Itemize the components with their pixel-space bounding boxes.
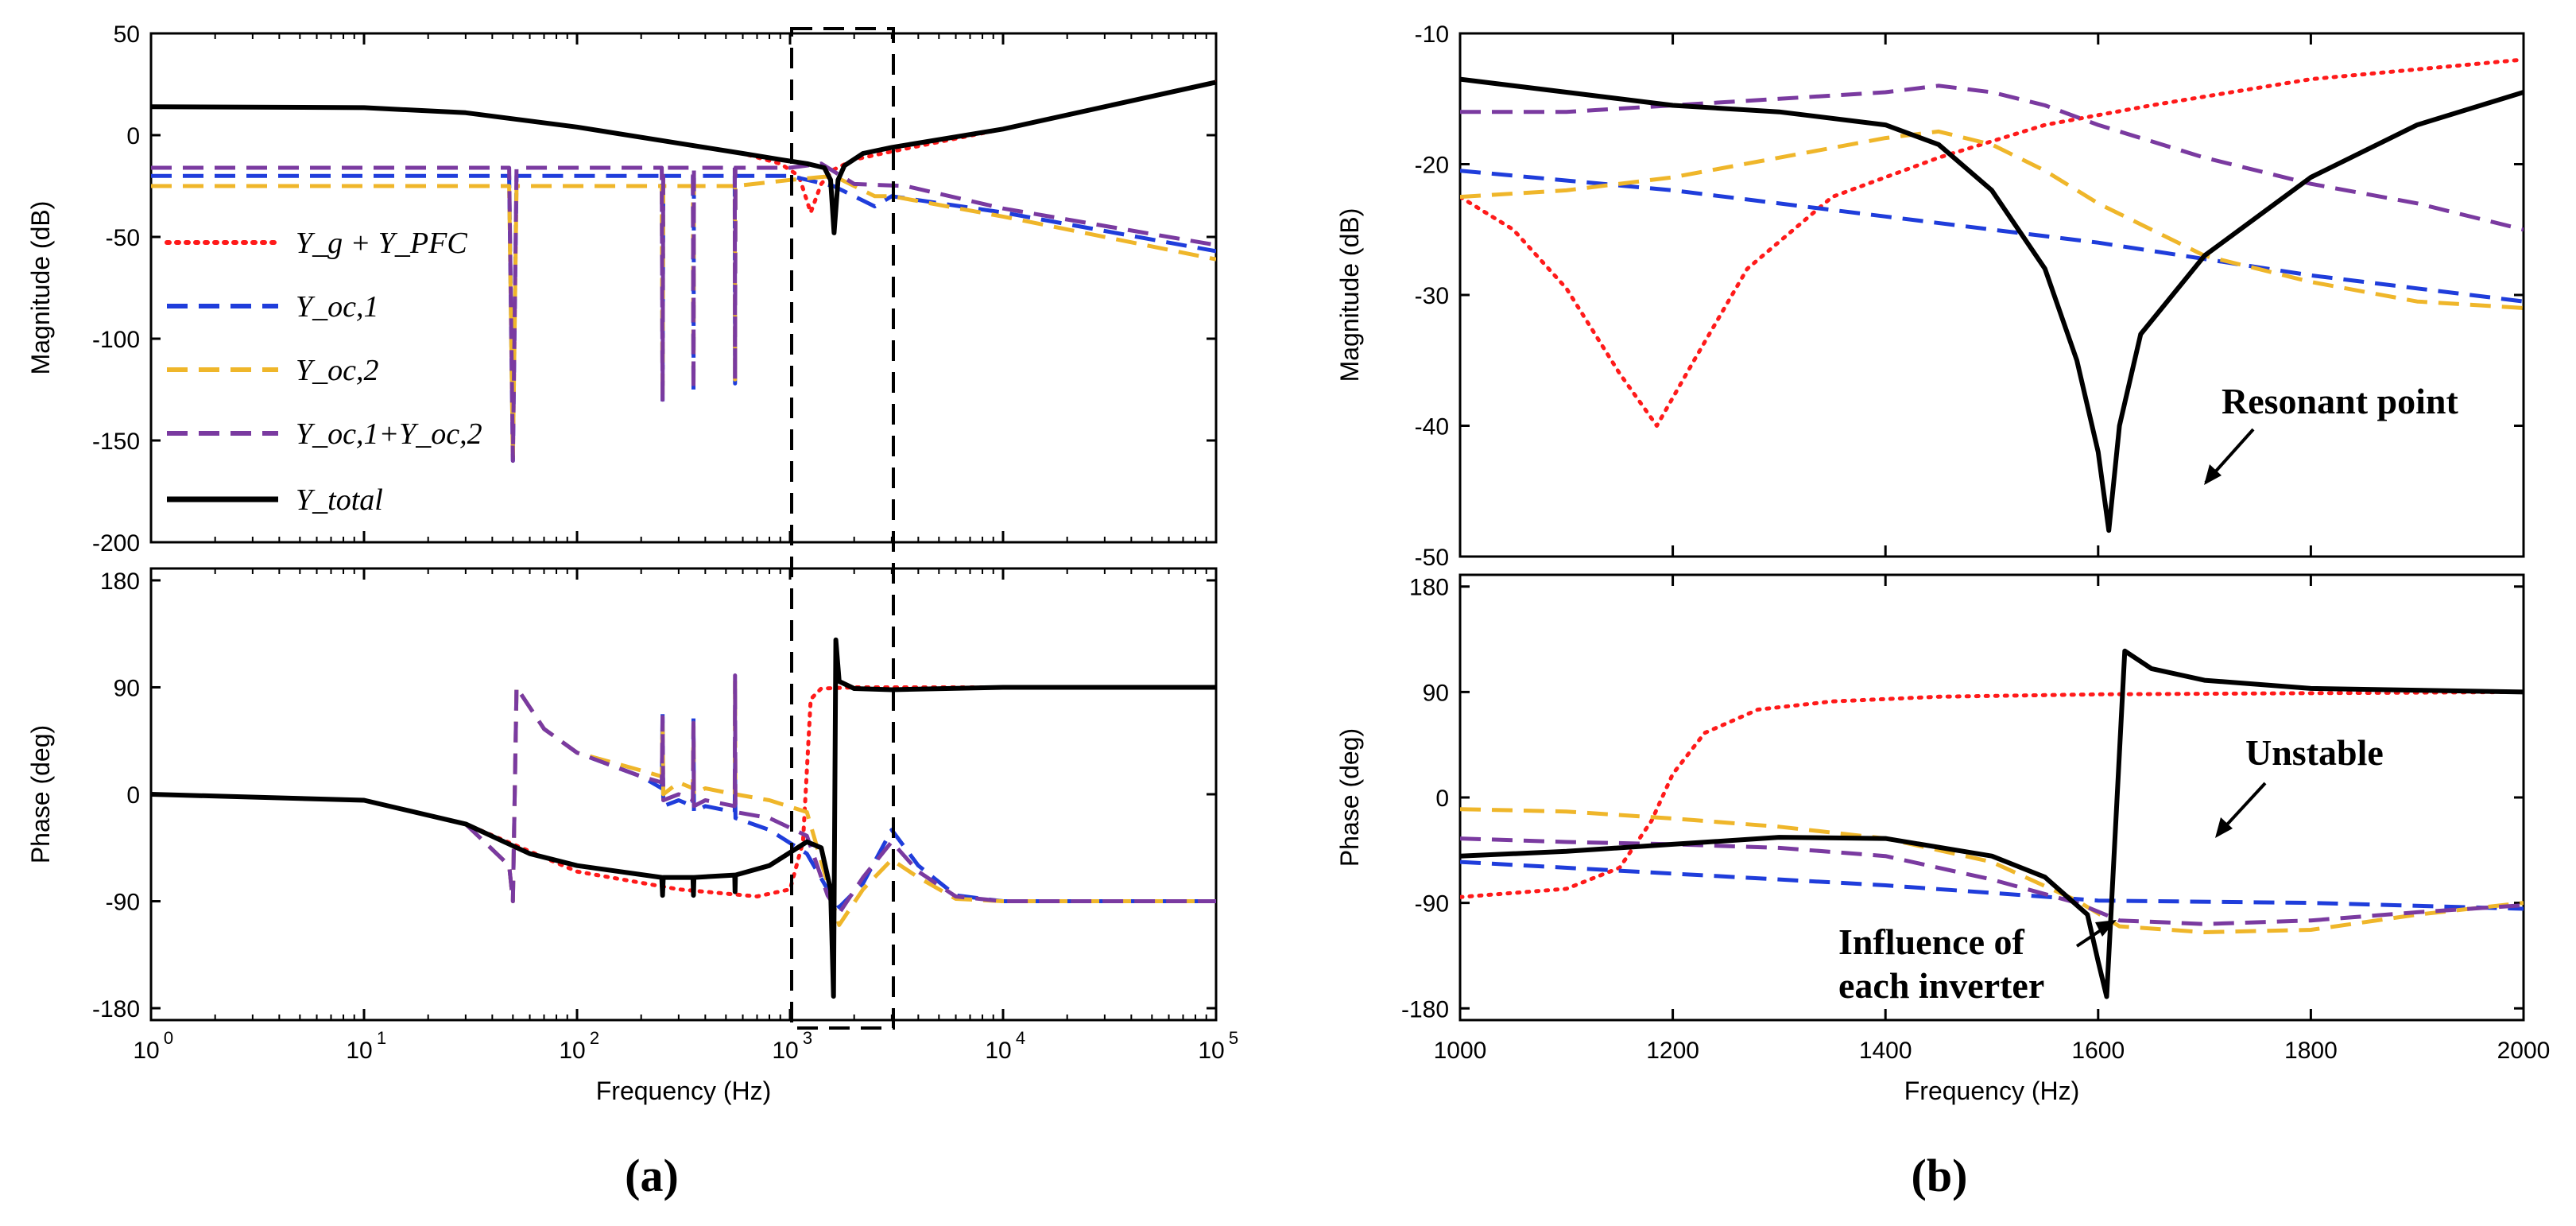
y-tick-label: 0 [1435, 786, 1449, 812]
plot-a-magnitude: 50 0 -50 -100 -150 -200 Magnitude (dB) [26, 21, 1218, 557]
plot-frame [1458, 32, 2525, 558]
legend-label-sum_purple: Y_oc,1+Y_oc,2 [296, 417, 482, 451]
arrowhead-unstable [2215, 817, 2233, 838]
zoom-box [790, 27, 895, 1030]
panel-label-b: (b) [1912, 1150, 1968, 1201]
series-grid_red [1460, 57, 2524, 428]
series-sum_purple [1460, 83, 2524, 232]
plot-frame [149, 32, 1218, 544]
x-tick-exponent: 1 [377, 1028, 386, 1048]
y-tick-label: 90 [114, 675, 140, 701]
x-tick-exponent: 2 [590, 1028, 599, 1048]
arrowhead-influence [2095, 920, 2117, 937]
x-tick-label: 1800 [2284, 1038, 2338, 1064]
legend-label-inv1_blue: Y_oc,1 [296, 290, 379, 324]
y-tick-label: -50 [106, 225, 140, 251]
y-tick-label: 90 [1423, 680, 1449, 706]
y-axis-label: Magnitude (dB) [1335, 208, 1364, 382]
series-total_black [151, 637, 1216, 999]
x-tick-label: 2000 [2497, 1038, 2551, 1064]
series-inv1_blue [1460, 169, 2524, 304]
y-tick-label: -50 [1415, 545, 1449, 571]
x-axis-label: Frequency (Hz) [1904, 1077, 2080, 1105]
y-tick-label: -30 [1415, 283, 1449, 309]
x-tick-label: 1000 [1434, 1038, 1487, 1064]
x-tick-label: 10 [133, 1038, 159, 1064]
series-inv2_yellow [1460, 129, 2524, 310]
y-axis-label: Phase (deg) [26, 725, 55, 863]
x-tick-exponent: 3 [803, 1028, 812, 1048]
y-tick-label: -40 [1415, 414, 1449, 440]
y-tick-label: -10 [1415, 21, 1449, 48]
x-tick-exponent: 5 [1229, 1028, 1238, 1048]
series-inv2_yellow [1460, 807, 2524, 934]
series-sum_purple [151, 161, 1216, 464]
y-tick-label: -180 [92, 996, 140, 1022]
x-tick-label: 10 [1198, 1038, 1224, 1064]
x-tick-label: 10 [559, 1038, 585, 1064]
x-axis-label: Frequency (Hz) [596, 1077, 772, 1105]
series-total_black [151, 80, 1216, 235]
x-tick-exponent: 0 [164, 1028, 173, 1048]
x-tick-label: 10 [772, 1038, 798, 1064]
y-tick-label: 0 [126, 782, 140, 809]
y-tick-label: 180 [1409, 575, 1449, 601]
series-inv1_blue [1460, 859, 2524, 911]
y-tick-label: -90 [1415, 891, 1449, 918]
panel-label-a: (a) [625, 1150, 679, 1201]
y-tick-label: -20 [1415, 153, 1449, 179]
x-tick-label: 10 [346, 1038, 372, 1064]
series-grid_red [151, 80, 1216, 215]
series-sum_purple [151, 673, 1216, 915]
x-tick-label: 1600 [2071, 1038, 2125, 1064]
arrowhead-resonant [2204, 464, 2222, 485]
x-tick-label: 1200 [1646, 1038, 1699, 1064]
series-total_black [1460, 76, 2524, 533]
annotation-influence-2: each inverter [1838, 965, 2044, 1006]
x-tick-label: 10 [985, 1038, 1011, 1064]
y-tick-label: 0 [126, 123, 140, 149]
annotation-unstable: Unstable [2245, 732, 2384, 773]
annotation-resonant-point: Resonant point [2222, 381, 2458, 421]
legend-label-inv2_yellow: Y_oc,2 [296, 354, 379, 387]
y-tick-label: -100 [92, 327, 140, 353]
y-tick-label: -150 [92, 429, 140, 455]
y-tick-label: -200 [92, 530, 140, 557]
legend-label-total_black: Y_total [296, 483, 383, 517]
series-grid_red [151, 685, 1216, 898]
y-tick-label: 180 [100, 568, 140, 595]
y-tick-label: -90 [106, 890, 140, 916]
series-grid_red [1460, 689, 2524, 899]
x-tick-label: 1400 [1859, 1038, 1912, 1064]
legend: Y_g + Y_PFC Y_oc,1 Y_oc,2 Y_oc,1+Y_oc,2 Y_to… [165, 227, 482, 517]
plot-b-magnitude: -10 -20 -30 -40 -50 Magnitude (dB) [1335, 21, 2525, 571]
series-total_black [1460, 648, 2524, 999]
y-axis-label: Magnitude (dB) [26, 201, 55, 375]
annotation-influence-1: Influence of [1838, 921, 2025, 962]
plot-frame [149, 567, 1218, 1022]
y-axis-label: Phase (deg) [1335, 728, 1364, 867]
y-tick-label: -180 [1401, 996, 1449, 1022]
x-tick-exponent: 4 [1016, 1028, 1025, 1048]
y-tick-label: 50 [114, 21, 140, 48]
series-sum_purple [1460, 836, 2524, 926]
plot-b-phase: 180 90 0 -90 -180 1000 1200 1400 1600 1800 2000 Pha… [1335, 573, 2551, 1105]
legend-label-grid_red: Y_g + Y_PFC [296, 227, 467, 260]
